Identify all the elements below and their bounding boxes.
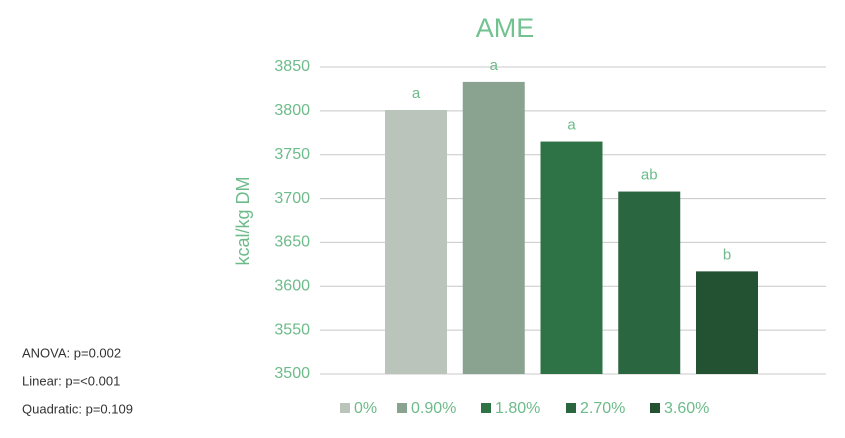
legend-label: 1.80%: [495, 400, 540, 417]
bar: [696, 271, 758, 374]
bar: [618, 191, 681, 374]
y-tick-label: 3800: [274, 102, 310, 119]
stats-note: Quadratic: p=0.109: [22, 401, 133, 416]
y-axis-label: kcal/kg DM: [233, 176, 253, 265]
y-tick-label: 3700: [274, 190, 310, 207]
y-tick-label: 3550: [274, 321, 310, 338]
legend-swatch: [397, 403, 407, 413]
legend-label: 2.70%: [580, 400, 625, 417]
significance-label: a: [412, 85, 421, 102]
bar: [462, 81, 525, 374]
stats-note: ANOVA: p=0.002: [22, 345, 121, 360]
legend-swatch: [481, 403, 491, 413]
legend-swatch: [566, 403, 576, 413]
legend-swatch: [340, 403, 350, 413]
legend-label: 0%: [354, 400, 377, 417]
y-tick-label: 3650: [274, 234, 310, 251]
y-tick-label: 3600: [274, 278, 310, 295]
significance-label: ab: [641, 167, 658, 184]
y-tick-label: 3750: [274, 146, 310, 163]
bar: [385, 109, 447, 374]
significance-label: a: [567, 117, 576, 134]
bar: [540, 141, 603, 374]
chart-title: AME: [476, 13, 535, 43]
significance-label: b: [723, 246, 731, 263]
y-tick-label: 3850: [274, 58, 310, 75]
legend-label: 3.60%: [664, 400, 709, 417]
stats-note: Linear: p=<0.001: [22, 373, 120, 388]
legend-swatch: [650, 403, 660, 413]
significance-label: a: [490, 57, 499, 74]
legend-label: 0.90%: [411, 400, 456, 417]
y-tick-label: 3500: [274, 365, 310, 382]
